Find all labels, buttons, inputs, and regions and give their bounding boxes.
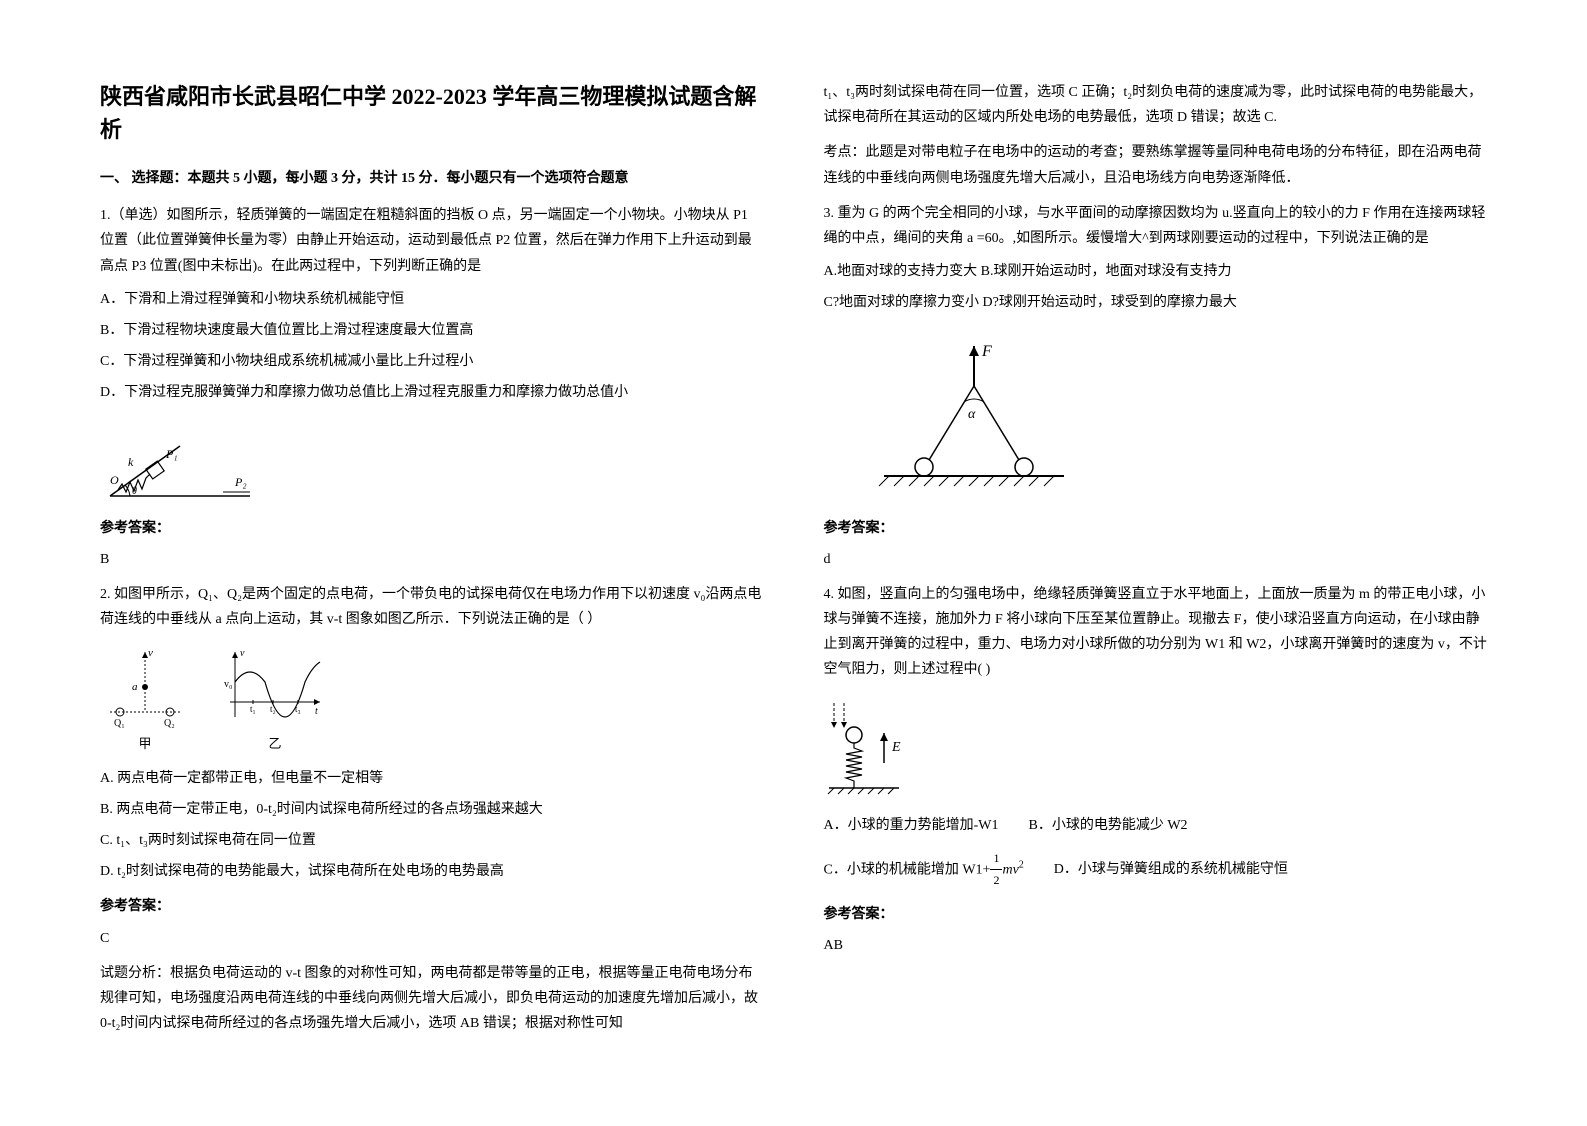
q2-analysis-1: 试题分析：根据负电荷运动的 v-t 图象的对称性可知，两电荷都是带等量的正电，根…: [100, 961, 764, 1037]
q4-diagram-spring: E: [824, 693, 1488, 803]
svg-text:k: k: [128, 455, 134, 469]
svg-text:P₂: P₂: [234, 475, 247, 489]
q2-answer: C: [100, 926, 764, 951]
svg-text:t: t: [315, 706, 318, 717]
svg-text:v: v: [148, 647, 153, 659]
svg-text:F: F: [981, 343, 992, 360]
svg-text:t₁: t₁: [250, 704, 256, 714]
q4-optc-prefix: C．小球的机械能增加 W1+: [824, 862, 991, 877]
svg-text:v: v: [240, 648, 245, 659]
q4-option-d: D．小球与弹簧组成的系统机械能守恒: [1054, 857, 1288, 882]
svg-text:t₂: t₂: [270, 704, 276, 714]
svg-text:Q₂: Q₂: [164, 718, 175, 729]
fraction-half: 12: [990, 848, 1002, 892]
q4-option-b: B．小球的电势能减少 W2: [1029, 813, 1188, 838]
q2-label-jia: 甲: [100, 732, 190, 755]
svg-text:α: α: [968, 407, 976, 422]
q1-answer-label: 参考答案：: [100, 516, 764, 541]
q3-option-ab: A.地面对球的支持力变大 B.球刚开始运动时，地面对球没有支持力: [824, 259, 1488, 284]
q3-answer-label: 参考答案：: [824, 516, 1488, 541]
document-title: 陕西省咸阳市长武县昭仁中学 2022-2023 学年高三物理模拟试题含解析: [100, 80, 764, 146]
svg-text:O: O: [110, 473, 119, 487]
q1-answer: B: [100, 547, 764, 572]
svg-text:a: a: [132, 681, 138, 693]
q2-label-yi: 乙: [220, 732, 330, 755]
q3-option-cd: C?地面对球的摩擦力变小 D?球刚开始运动时，球受到的摩擦力最大: [824, 290, 1488, 315]
question-2: 2. 如图甲所示，Q₁、Q₂是两个固定的点电荷，一个带负电的试探电荷仅在电场力作…: [100, 582, 764, 1036]
q2-analysis-2: t₁、t₃两时刻试探电荷在同一位置，选项 C 正确；t₂时刻负电荷的速度减为零，…: [824, 80, 1488, 130]
svg-text:Q₁: Q₁: [114, 718, 125, 729]
svg-text:t₃: t₃: [295, 704, 301, 714]
q3-answer: d: [824, 547, 1488, 572]
q3-stem: 3. 重为 G 的两个完全相同的小球，与水平面间的动摩擦因数均为 u.竖直向上的…: [824, 201, 1488, 251]
q4-option-c: C．小球的机械能增加 W1+12mv2: [824, 848, 1024, 892]
svg-text:θ: θ: [132, 486, 137, 497]
q2-option-b: B. 两点电荷一定带正电，0-t₂时间内试探电荷所经过的各点场强越来越大: [100, 797, 764, 822]
q1-option-a: A．下滑和上滑过程弹簧和小物块系统机械能守恒: [100, 287, 764, 312]
question-1: 1.（单选）如图所示，轻质弹簧的一端固定在粗糙斜面的挡板 O 点，另一端固定一个…: [100, 203, 764, 572]
q2-option-d: D. t₂时刻试探电荷的电势能最大，试探电荷所在处电场的电势最高: [100, 859, 764, 884]
q2-answer-label: 参考答案：: [100, 894, 764, 919]
q1-option-c: C．下滑过程弹簧和小物块组成系统机械减小量比上升过程小: [100, 349, 764, 374]
q4-option-a: A．小球的重力势能增加-W1: [824, 813, 999, 838]
svg-text:v₀: v₀: [224, 679, 233, 690]
q1-option-b: B．下滑过程物块速度最大值位置比上滑过程速度最大位置高: [100, 318, 764, 343]
q2-option-c: C. t₁、t₃两时刻试探电荷在同一位置: [100, 828, 764, 853]
q2-stem: 2. 如图甲所示，Q₁、Q₂是两个固定的点电荷，一个带负电的试探电荷仅在电场力作…: [100, 582, 764, 632]
q2-analysis-3: 考点：此题是对带电粒子在电场中的运动的考查；要熟练掌握等量同种电荷电场的分布特征…: [824, 140, 1488, 190]
q4-stem: 4. 如图，竖直向上的匀强电场中，绝缘轻质弹簧竖直立于水平地面上，上面放一质量为…: [824, 582, 1488, 683]
question-3: 3. 重为 G 的两个完全相同的小球，与水平面间的动摩擦因数均为 u.竖直向上的…: [824, 201, 1488, 572]
q3-diagram-triangle: F α: [864, 326, 1488, 506]
question-4: 4. 如图，竖直向上的匀强电场中，绝缘轻质弹簧竖直立于水平地面上，上面放一质量为…: [824, 582, 1488, 959]
section-1-header: 一、 选择题：本题共 5 小题，每小题 3 分，共计 15 分．每小题只有一个选…: [100, 166, 764, 191]
q2-option-a: A. 两点电荷一定都带正电，但电量不一定相等: [100, 766, 764, 791]
q1-stem: 1.（单选）如图所示，轻质弹簧的一端固定在粗糙斜面的挡板 O 点，另一端固定一个…: [100, 203, 764, 279]
q4-answer: AB: [824, 933, 1488, 958]
svg-text:P₁: P₁: [165, 447, 178, 461]
q2-diagrams: a v Q₁ Q₂ 甲 v₀ v: [100, 642, 764, 755]
q4-answer-label: 参考答案：: [824, 902, 1488, 927]
q1-option-d: D．下滑过程克服弹簧弹力和摩擦力做功总值比上滑过程克服重力和摩擦力做功总值小: [100, 380, 764, 405]
svg-text:E: E: [891, 740, 901, 755]
q1-diagram-incline: O k P₁ P₂ θ: [100, 416, 764, 506]
